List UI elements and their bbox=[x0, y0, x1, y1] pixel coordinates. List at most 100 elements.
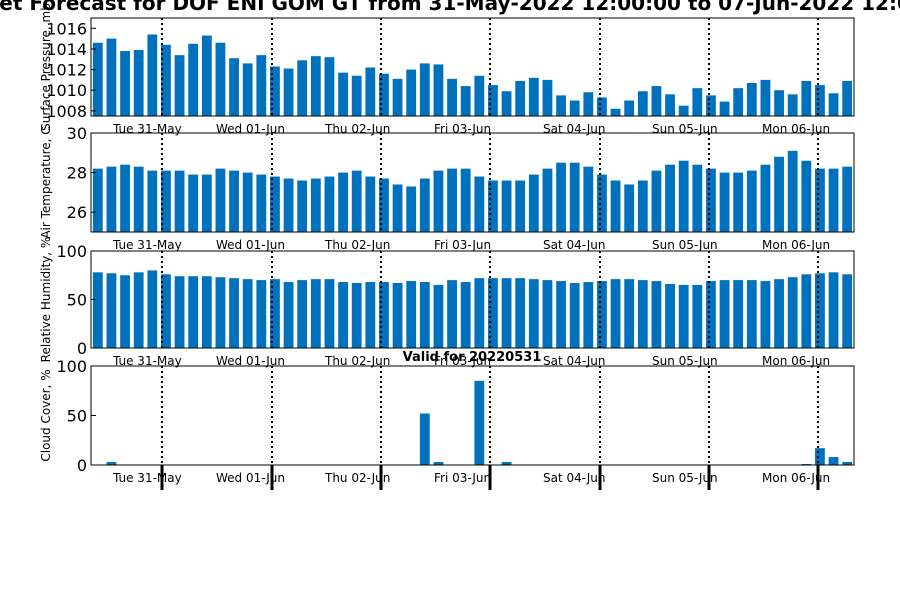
y-tick-label: 0 bbox=[77, 456, 87, 475]
x-day-label: Wed 01-Jun bbox=[216, 238, 285, 252]
bar bbox=[706, 168, 716, 232]
x-day-label: Sat 04-Jun bbox=[543, 471, 606, 485]
bar bbox=[419, 178, 430, 232]
bar bbox=[597, 174, 607, 232]
x-day-label: Wed 01-Jun bbox=[216, 471, 285, 485]
bar bbox=[310, 56, 321, 116]
bar bbox=[147, 270, 158, 348]
bar bbox=[406, 281, 417, 348]
y-axis-label: Cloud Cover, % bbox=[39, 369, 53, 461]
bar bbox=[297, 180, 308, 232]
y-tick-label: 100 bbox=[56, 357, 87, 376]
bar bbox=[188, 276, 199, 348]
plot-frame bbox=[90, 17, 855, 117]
bar bbox=[133, 49, 144, 117]
bar bbox=[174, 170, 185, 232]
bar bbox=[842, 462, 853, 465]
bar bbox=[665, 164, 675, 232]
bar bbox=[501, 91, 512, 116]
x-day-label: Tue 31-May bbox=[112, 354, 182, 368]
bar bbox=[447, 168, 457, 232]
bar bbox=[419, 413, 430, 465]
bar bbox=[447, 78, 457, 116]
y-axis-label: Surface Pressure, mb bbox=[39, 3, 53, 131]
bar bbox=[801, 80, 812, 116]
bar bbox=[542, 168, 553, 232]
bar bbox=[501, 462, 512, 465]
bar bbox=[488, 278, 498, 348]
x-day-label: Sat 04-Jun bbox=[543, 238, 606, 252]
bar bbox=[583, 92, 594, 116]
bar bbox=[256, 174, 267, 232]
x-day-label: Wed 01-Jun bbox=[216, 354, 285, 368]
bar bbox=[406, 69, 417, 116]
y-tick-label: 1010 bbox=[46, 81, 87, 100]
bar bbox=[610, 108, 621, 116]
bar bbox=[419, 63, 430, 116]
bar bbox=[760, 281, 771, 348]
bar bbox=[774, 279, 784, 348]
bar bbox=[528, 77, 539, 116]
bar bbox=[569, 162, 580, 232]
bar bbox=[120, 51, 130, 117]
bar bbox=[828, 457, 839, 465]
bar bbox=[188, 43, 199, 116]
x-day-label: Sun 05-Jun bbox=[652, 471, 718, 485]
bar bbox=[515, 278, 526, 348]
x-day-label: Mon 06-Jun bbox=[762, 238, 830, 252]
bar bbox=[392, 283, 403, 348]
bar bbox=[583, 166, 594, 232]
bar bbox=[774, 90, 784, 116]
bar bbox=[828, 168, 839, 232]
x-day-label: Fri 03-Jun bbox=[434, 122, 491, 136]
bar bbox=[133, 166, 144, 232]
bar bbox=[556, 162, 566, 232]
bar bbox=[174, 55, 185, 116]
x-day-label: Tue 31-May bbox=[112, 238, 182, 252]
bar bbox=[229, 170, 239, 232]
bar bbox=[324, 176, 335, 232]
y-tick-label: 0 bbox=[77, 339, 87, 358]
bar bbox=[433, 170, 444, 232]
plot-frame bbox=[90, 132, 855, 233]
y-tick-label: 28 bbox=[67, 164, 87, 183]
bar bbox=[665, 283, 675, 348]
bar bbox=[692, 164, 703, 232]
bar bbox=[447, 280, 457, 348]
bar bbox=[474, 380, 485, 465]
bar bbox=[338, 172, 348, 232]
bar bbox=[760, 79, 771, 116]
bar bbox=[474, 75, 485, 116]
bar bbox=[542, 79, 553, 116]
bar bbox=[310, 279, 321, 348]
x-day-label: Thu 02-Jun bbox=[324, 354, 390, 368]
bar bbox=[351, 75, 362, 116]
bar bbox=[597, 281, 607, 348]
bar bbox=[651, 170, 662, 232]
x-day-label: Tue 31-May bbox=[112, 471, 182, 485]
bar bbox=[174, 276, 185, 348]
bar bbox=[842, 166, 853, 232]
bar bbox=[637, 280, 648, 348]
bar bbox=[815, 273, 825, 348]
bar bbox=[283, 282, 294, 348]
x-day-label: Tue 31-May bbox=[112, 122, 182, 136]
bar bbox=[106, 166, 117, 232]
bar bbox=[474, 278, 485, 348]
bar bbox=[406, 186, 417, 232]
x-day-label: Thu 02-Jun bbox=[324, 471, 390, 485]
bar bbox=[161, 274, 171, 348]
bar bbox=[201, 276, 212, 348]
bar bbox=[528, 174, 539, 232]
bar bbox=[637, 91, 648, 116]
y-tick-label: 50 bbox=[67, 291, 87, 310]
x-day-label: Fri 03-Jun bbox=[434, 354, 491, 368]
y-tick-label: 100 bbox=[56, 242, 87, 261]
bar bbox=[842, 274, 853, 348]
y-tick-label: 26 bbox=[67, 203, 87, 222]
bar bbox=[120, 164, 130, 232]
bar bbox=[433, 284, 444, 348]
bar bbox=[733, 280, 744, 348]
bar bbox=[310, 178, 321, 232]
bar bbox=[242, 172, 253, 232]
